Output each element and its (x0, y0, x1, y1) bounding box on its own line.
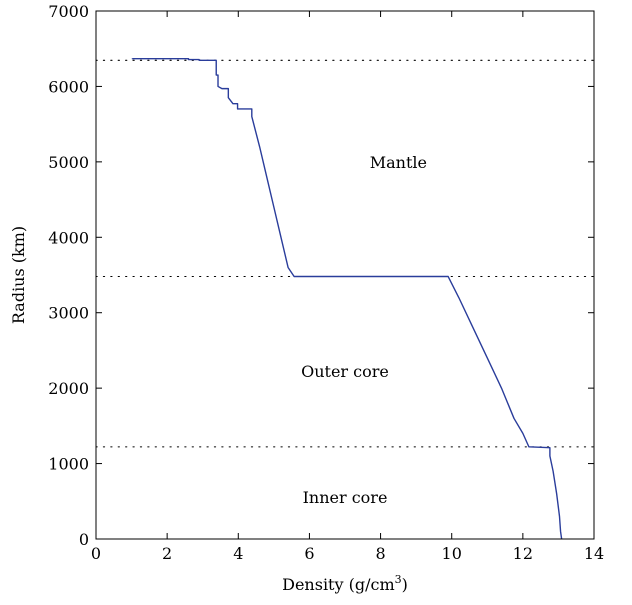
x-tick-label-14: 14 (584, 544, 604, 563)
y-tick-label-5000: 5000 (48, 153, 89, 172)
series-layer (131, 57, 563, 540)
y-tick-label-6000: 6000 (48, 77, 89, 96)
x-tick-label-6: 6 (304, 544, 314, 563)
x-tick-label-2: 2 (162, 544, 172, 563)
x-tick-label-10: 10 (442, 544, 462, 563)
x-label-superscript: 3 (395, 573, 402, 586)
x-tick-label-12: 12 (513, 544, 533, 563)
region-label-inner-core: Inner core (303, 488, 388, 507)
x-label-suffix: ) (402, 575, 408, 594)
region-label-outer-core: Outer core (301, 362, 389, 381)
y-tick-label-0: 0 (79, 530, 89, 549)
y-axis-label: Radius (km) (9, 226, 28, 324)
x-label-main: Density (g/cm (282, 575, 395, 594)
axis-ticks: 0 2 4 6 8 10 12 14 0 1000 2000 3000 4000 5000 6000 7000 (48, 2, 604, 563)
region-labels: Mantle Outer core Inner core (301, 153, 427, 507)
x-tick-label-0: 0 (91, 544, 101, 563)
y-tick-label-3000: 3000 (48, 304, 89, 323)
y-tick-label-2000: 2000 (48, 379, 89, 398)
x-tick-label-4: 4 (233, 544, 243, 563)
x-tick-label-8: 8 (375, 544, 385, 563)
region-label-mantle: Mantle (370, 153, 427, 172)
y-tick-label-1000: 1000 (48, 455, 89, 474)
y-tick-label-4000: 4000 (48, 228, 89, 247)
y-tick-label-7000: 7000 (48, 2, 89, 21)
plot-frame (95, 10, 595, 540)
boundary-lines (95, 59, 595, 448)
density-profile-line-0 (131, 57, 563, 540)
x-axis-label: Density (g/cm3) (282, 573, 408, 594)
